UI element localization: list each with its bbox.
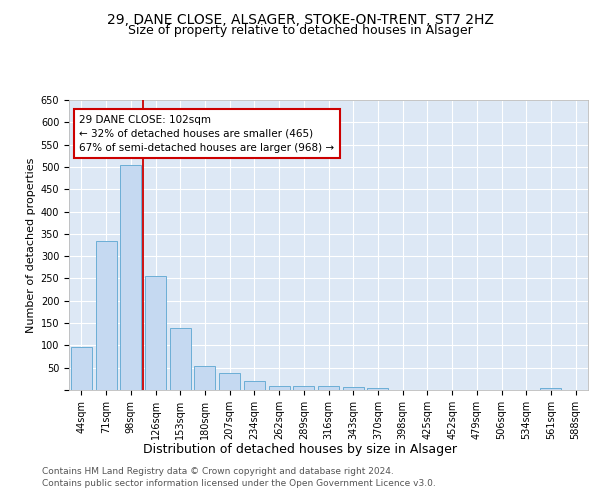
Bar (318, 386, 339, 390)
Bar (194, 366, 215, 390)
Bar (71, 346, 92, 390)
Bar (170, 328, 191, 390)
Y-axis label: Number of detached properties: Number of detached properties (26, 158, 37, 332)
Bar (244, 380, 265, 390)
Bar (120, 164, 141, 390)
Bar (343, 387, 364, 390)
Bar (95, 242, 116, 390)
Text: Contains public sector information licensed under the Open Government Licence v3: Contains public sector information licen… (42, 479, 436, 488)
Bar (367, 388, 388, 390)
Text: 29 DANE CLOSE: 102sqm
← 32% of detached houses are smaller (465)
67% of semi-det: 29 DANE CLOSE: 102sqm ← 32% of detached … (79, 114, 335, 152)
Bar (145, 276, 166, 390)
Bar (219, 374, 240, 390)
Text: Distribution of detached houses by size in Alsager: Distribution of detached houses by size … (143, 442, 457, 456)
Text: Size of property relative to detached houses in Alsager: Size of property relative to detached ho… (128, 24, 472, 37)
Text: 29, DANE CLOSE, ALSAGER, STOKE-ON-TRENT, ST7 2HZ: 29, DANE CLOSE, ALSAGER, STOKE-ON-TRENT,… (107, 12, 493, 26)
Bar (293, 386, 314, 390)
Bar (541, 388, 562, 390)
Bar (269, 386, 290, 390)
Text: Contains HM Land Registry data © Crown copyright and database right 2024.: Contains HM Land Registry data © Crown c… (42, 468, 394, 476)
